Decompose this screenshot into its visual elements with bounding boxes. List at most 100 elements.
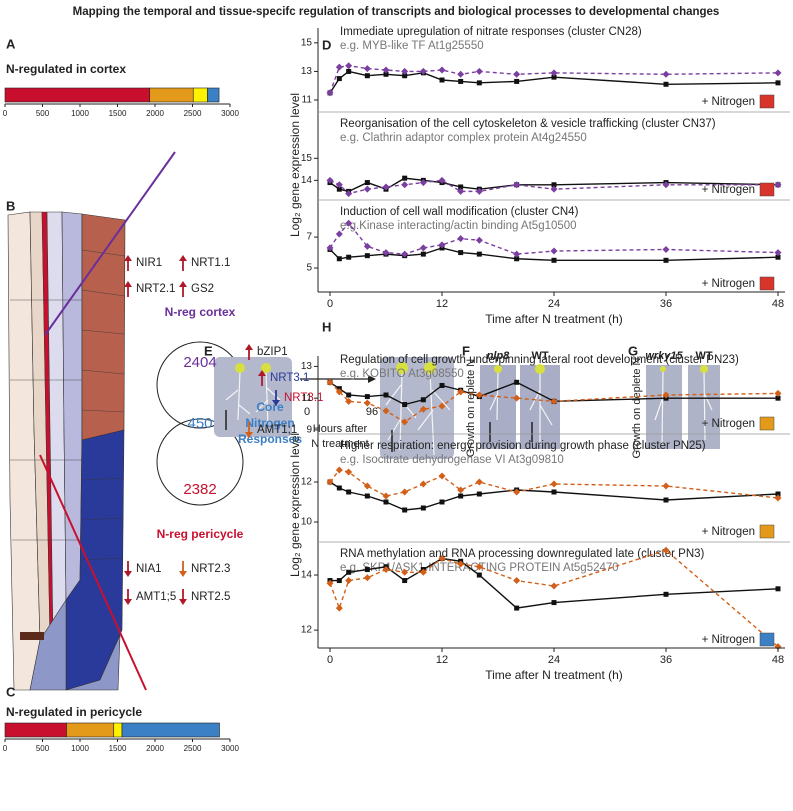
series-line <box>329 70 779 94</box>
photo-label: 96 <box>366 406 378 418</box>
core-label: Nitrogen <box>245 416 294 430</box>
x-tick-label: 1000 <box>71 109 89 118</box>
marker <box>345 62 353 70</box>
photo-side-label: Growth on replete N <box>465 359 477 457</box>
marker <box>335 230 343 238</box>
series-line <box>329 247 779 262</box>
marker <box>345 190 353 198</box>
marker <box>420 251 426 257</box>
y-tick-label: 13 <box>301 361 313 372</box>
series-line <box>329 179 778 195</box>
x-tick-label: 500 <box>36 109 50 118</box>
marker <box>475 391 483 399</box>
marker <box>550 247 558 255</box>
marker <box>364 493 370 499</box>
marker <box>346 254 352 260</box>
marker <box>475 236 483 244</box>
y-tick-label: 11 <box>302 95 313 106</box>
chart-subtitle: e.g. MYB-like TF At1g25550 <box>340 40 484 52</box>
legend-swatch <box>759 632 775 647</box>
venn-value: 2382 <box>183 481 216 498</box>
chart-title: Regulation of cell growth underpinning l… <box>340 354 739 366</box>
x-tick-label: 1000 <box>71 744 89 753</box>
gene-label: NRT3.1 <box>284 392 323 404</box>
marker <box>550 397 558 405</box>
marker <box>663 591 669 597</box>
y-tick-label: 15 <box>301 37 313 48</box>
marker <box>419 67 427 75</box>
marker <box>402 507 408 513</box>
gene-label: AMT1;5 <box>136 591 176 603</box>
core-label: Core <box>256 400 284 414</box>
series-line <box>329 469 779 499</box>
legend-label: + Nitrogen <box>702 418 755 430</box>
marker <box>551 182 557 188</box>
marker <box>663 497 669 503</box>
y-tick-label: 11 <box>302 393 313 404</box>
marker <box>363 65 371 73</box>
marker <box>550 69 558 77</box>
series-line <box>329 481 779 511</box>
marker <box>458 184 464 190</box>
bar-segment <box>192 87 208 103</box>
marker <box>326 244 334 252</box>
y-tick-label: 14 <box>301 570 313 581</box>
gene-label: GS2 <box>191 283 214 295</box>
marker <box>346 68 352 74</box>
marker <box>514 256 520 262</box>
marker <box>382 566 390 574</box>
marker <box>775 491 781 497</box>
marker <box>550 480 558 488</box>
marker <box>662 391 670 399</box>
y-tick-label: 7 <box>306 232 312 243</box>
marker <box>513 577 521 585</box>
panel-letter: H <box>322 319 331 334</box>
marker <box>346 392 352 398</box>
marker <box>346 489 352 495</box>
bar-title: N-regulated in cortex <box>6 62 126 76</box>
marker <box>514 379 520 385</box>
x-tick-label: 2500 <box>184 744 202 753</box>
series-line <box>329 65 779 94</box>
marker <box>364 394 370 400</box>
legend-label: + Nitrogen <box>702 526 755 538</box>
legend-swatch <box>759 94 775 109</box>
marker <box>551 600 557 606</box>
marker <box>336 485 342 491</box>
y-tick-label: 5 <box>306 263 312 274</box>
gene-arrow-head <box>272 400 280 406</box>
marker <box>335 388 343 396</box>
panel-letter: G <box>628 343 638 358</box>
photo-label: WT <box>695 350 712 362</box>
y-tick-label: 12 <box>301 625 313 636</box>
marker <box>345 219 353 227</box>
gene-arrow-head <box>245 432 253 438</box>
marker <box>420 505 426 511</box>
photo-side-label: Growth on deplete N <box>631 357 643 458</box>
photo-label: WT <box>531 350 548 362</box>
marker <box>420 397 426 403</box>
marker <box>775 395 781 401</box>
x-tick-label: 500 <box>36 744 50 753</box>
photo-caption: N treatment <box>311 438 368 450</box>
gene-arrow-head <box>179 255 187 261</box>
x-tick-label: 24 <box>548 298 560 310</box>
x-tick-label: 3000 <box>221 744 239 753</box>
bar-segment <box>66 722 115 738</box>
marker <box>438 555 446 563</box>
bar-segment <box>121 722 220 738</box>
marker <box>419 568 427 576</box>
marker <box>457 187 465 195</box>
marker <box>439 77 445 83</box>
photo-label: wrky15 <box>645 350 683 362</box>
marker <box>335 63 343 71</box>
venn-value: 450 <box>187 415 212 432</box>
y-tick-label: 14 <box>301 175 313 186</box>
marker <box>457 560 465 568</box>
marker <box>401 250 409 258</box>
marker <box>475 478 483 486</box>
marker <box>458 250 464 256</box>
gene-label: NRT3.1 <box>270 372 309 384</box>
venn-circle <box>156 418 244 506</box>
panel-letter: F <box>462 343 470 358</box>
